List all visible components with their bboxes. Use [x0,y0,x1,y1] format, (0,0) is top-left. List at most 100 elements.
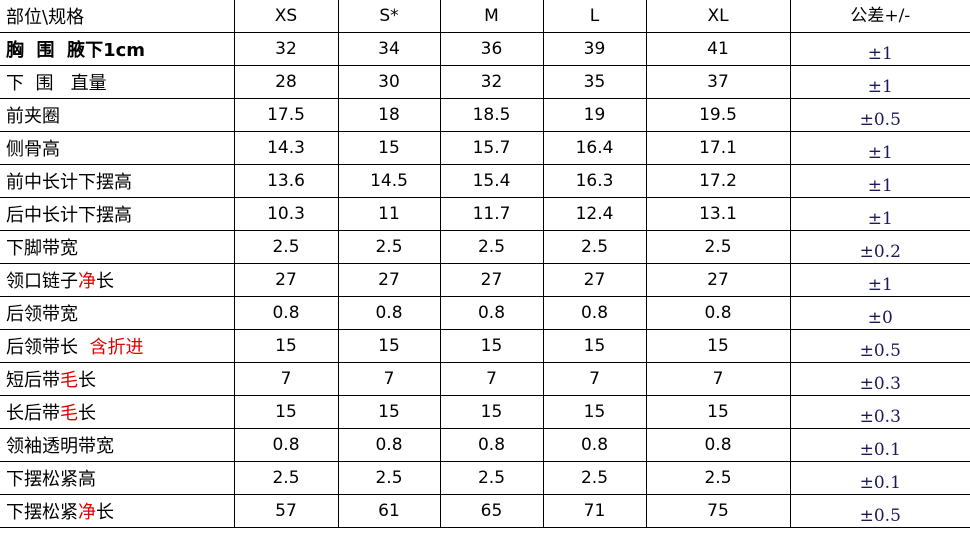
measurement-cell: 27 [233,263,339,297]
header-size-s: S* [337,0,441,33]
measurement-cell: 71 [542,494,647,528]
measurement-cell: 19.5 [645,98,791,132]
measurement-cell: 18.5 [439,98,544,132]
measurement-cell: 7 [233,362,339,396]
tolerance-cell: ±1 [789,197,970,231]
row-label-text: 下摆松紧高 [6,469,96,490]
measurement-cell: 2.5 [645,230,791,264]
row-label-text: 下 围 直量 [6,73,107,94]
measurement-cell: 0.8 [233,428,339,462]
row-label-text: 长后带 [6,403,60,424]
measurement-cell: 15 [337,329,441,363]
row-label-text: 领袖透明带宽 [6,436,114,457]
row-label: 后中长计下摆高 [0,197,235,231]
row-label: 胸 围 腋下1cm [0,32,235,66]
measurement-cell: 0.8 [645,428,791,462]
tolerance-cell: ±0.1 [789,461,970,495]
header-size-l: L [542,0,647,33]
measurement-cell: 15 [233,329,339,363]
measurement-cell: 2.5 [542,461,647,495]
measurement-cell: 27 [542,263,647,297]
measurement-cell: 7 [337,362,441,396]
row-label: 下摆松紧净长 [0,494,235,528]
measurement-cell: 2.5 [645,461,791,495]
measurement-cell: 17.5 [233,98,339,132]
row-label: 前中长计下摆高 [0,164,235,198]
measurement-cell: 32 [233,32,339,66]
table-row: 后领带宽 0.8 0.8 0.8 0.8 0.8 ±0 [0,296,970,330]
table-row: 前夹圈 17.5 18 18.5 19 19.5 ±0.5 [0,98,970,132]
row-label: 后领带宽 [0,296,235,330]
row-label-text: 后中长计下摆高 [6,205,132,226]
measurement-cell: 27 [439,263,544,297]
tolerance-cell: ±1 [789,164,970,198]
measurement-cell: 15 [439,395,544,429]
header-label: 部位\规格 [0,0,235,33]
row-label: 前夹圈 [0,98,235,132]
row-label-text: 长 [78,370,96,391]
measurement-cell: 15 [645,395,791,429]
table-row: 后中长计下摆高 10.3 11 11.7 12.4 13.1 ±1 [0,197,970,231]
measurement-cell: 13.1 [645,197,791,231]
row-label-text: 短后带 [6,370,60,391]
row-label-text: 前夹圈 [6,106,60,127]
measurement-cell: 41 [645,32,791,66]
row-label-text: 侧骨高 [6,139,60,160]
tolerance-cell: ±0.5 [789,98,970,132]
tolerance-cell: ±0.5 [789,494,970,528]
table-row: 后领带长 含折进 15 15 15 15 15 ±0.5 [0,329,970,363]
row-label-highlight: 净 [78,271,96,292]
measurement-cell: 57 [233,494,339,528]
header-row: 部位\规格 XS S* M L XL 公差+/- [0,0,970,33]
tolerance-cell: ±0.3 [789,395,970,429]
row-label: 领袖透明带宽 [0,428,235,462]
measurement-cell: 10.3 [233,197,339,231]
measurement-cell: 15.4 [439,164,544,198]
table-row: 短后带毛长 7 7 7 7 7 ±0.3 [0,362,970,396]
header-size-xl: XL [645,0,791,33]
tolerance-cell: ±0.5 [789,329,970,363]
measurement-cell: 11.7 [439,197,544,231]
measurement-cell: 75 [645,494,791,528]
measurement-cell: 2.5 [439,461,544,495]
table-row: 下摆松紧高 2.5 2.5 2.5 2.5 2.5 ±0.1 [0,461,970,495]
row-label: 长后带毛长 [0,395,235,429]
measurement-cell: 15 [645,329,791,363]
measurement-cell: 2.5 [439,230,544,264]
row-label: 短后带毛长 [0,362,235,396]
tolerance-cell: ±0.1 [789,428,970,462]
table-row: 下 围 直量 28 30 32 35 37 ±1 [0,65,970,99]
row-label-text: 领口链子 [6,271,78,292]
measurement-cell: 15 [542,395,647,429]
measurement-cell: 0.8 [542,428,647,462]
tolerance-cell: ±1 [789,65,970,99]
row-label-text: 下脚带宽 [6,238,78,259]
header-size-m: M [439,0,544,33]
measurement-cell: 19 [542,98,647,132]
row-label-highlight: 净 [78,502,96,523]
measurement-cell: 7 [542,362,647,396]
measurement-cell: 0.8 [439,428,544,462]
measurement-cell: 61 [337,494,441,528]
measurement-cell: 27 [337,263,441,297]
measurement-cell: 15 [337,395,441,429]
measurement-cell: 11 [337,197,441,231]
row-label-text: 长 [96,271,114,292]
measurement-cell: 16.3 [542,164,647,198]
measurement-cell: 30 [337,65,441,99]
measurement-cell: 0.8 [645,296,791,330]
measurement-cell: 65 [439,494,544,528]
tolerance-cell: ±0 [789,296,970,330]
measurement-cell: 17.2 [645,164,791,198]
row-label-text: 后领带长 [6,337,90,358]
measurement-cell: 7 [439,362,544,396]
row-label-highlight: 含折进 [89,337,144,358]
measurement-cell: 0.8 [233,296,339,330]
row-label-text: 长 [78,403,96,424]
measurement-cell: 14.5 [337,164,441,198]
measurement-cell: 15 [233,395,339,429]
measurement-cell: 37 [645,65,791,99]
measurement-cell: 14.3 [233,131,339,165]
measurement-cell: 15 [542,329,647,363]
measurement-cell: 27 [645,263,791,297]
